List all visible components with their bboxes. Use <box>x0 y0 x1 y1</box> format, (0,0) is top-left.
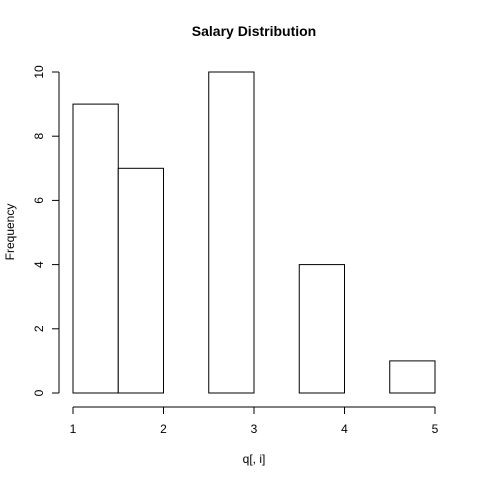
histogram-bar <box>298 264 345 394</box>
x-tick-label: 3 <box>251 422 258 436</box>
x-tick-label: 5 <box>432 422 439 436</box>
y-tick-label: 4 <box>32 261 46 268</box>
y-tick-label: 2 <box>32 325 46 332</box>
y-tick-label: 10 <box>32 65 46 79</box>
histogram-bar <box>389 360 436 394</box>
histogram-bar <box>117 167 164 394</box>
x-tick-label: 1 <box>70 422 77 436</box>
bars-group <box>72 71 436 394</box>
x-axis: 1 2 3 4 5 <box>70 406 439 436</box>
x-axis-label: q[, i] <box>243 452 266 466</box>
x-tick-label: 2 <box>160 422 167 436</box>
y-axis: 0 2 4 6 8 10 <box>32 65 60 396</box>
y-tick-label: 8 <box>32 133 46 140</box>
histogram-bar <box>72 103 119 394</box>
y-tick-label: 6 <box>32 197 46 204</box>
y-axis-label: Frequency <box>3 204 17 261</box>
x-tick-label: 4 <box>341 422 348 436</box>
chart-title: Salary Distribution <box>192 23 316 39</box>
y-tick-label: 0 <box>32 389 46 396</box>
histogram-bar <box>208 71 255 394</box>
